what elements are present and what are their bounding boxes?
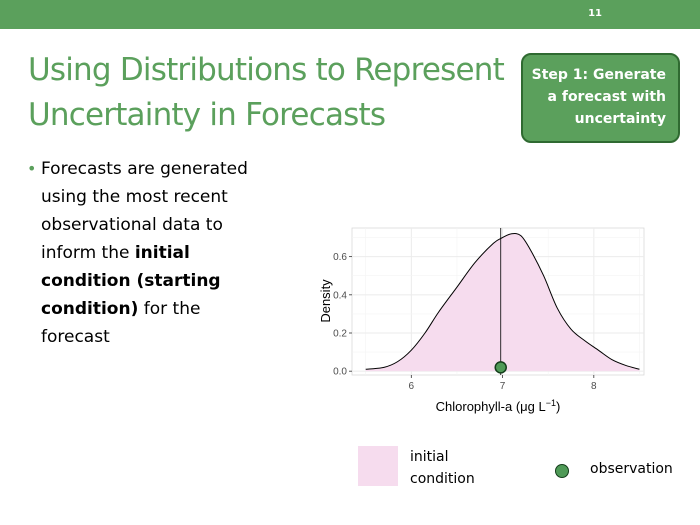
observation-point — [494, 361, 507, 374]
step-callout-line-1: Step 1: Generate — [531, 67, 666, 83]
top-banner — [0, 0, 700, 29]
bullet-dot-icon: • — [27, 159, 37, 178]
y-tick-label: 0.2 — [333, 329, 347, 340]
slide-title-line-1: Using Distributions to Represent — [28, 52, 505, 88]
x-axis-ticks: 6 7 8 — [409, 375, 597, 392]
legend-initial-condition-label: initial condition — [410, 446, 475, 490]
bullet-line: condition) for the — [41, 299, 201, 319]
legend-observation-icon — [555, 464, 569, 478]
bullet-line: using the most recent — [41, 187, 228, 207]
x-tick-label: 8 — [591, 381, 597, 392]
slide-title-line-2: Uncertainty in Forecasts — [28, 97, 386, 133]
step-callout-box: Step 1: Generate a forecast with uncerta… — [521, 53, 680, 143]
legend-label-line-1: initial — [410, 449, 449, 465]
x-axis-label: Chlorophyll-a (μg L−1) — [436, 398, 561, 414]
bullet-line: observational data to — [41, 215, 223, 235]
bullet-line: condition (starting — [41, 271, 221, 291]
slide-number: 11 — [588, 8, 602, 19]
density-chart: 0.0 0.2 0.4 0.6 6 7 8 Density Chlorophyll-a (… — [318, 227, 645, 414]
density-area — [365, 233, 640, 372]
slide-title: Using Distributions to Represent Uncerta… — [28, 48, 528, 138]
bullet-line: forecast — [41, 327, 110, 347]
legend-label-line-2: condition — [410, 471, 475, 487]
y-axis-label: Density — [318, 279, 333, 323]
y-tick-label: 0.0 — [333, 367, 347, 378]
bullet-line: inform the initial — [41, 243, 190, 263]
bullet-line: Forecasts are generated — [41, 159, 248, 179]
legend-initial-condition-swatch — [358, 446, 398, 486]
x-tick-label: 6 — [409, 381, 415, 392]
x-tick-label: 7 — [500, 381, 506, 392]
y-axis-ticks: 0.0 0.2 0.4 0.6 — [333, 252, 352, 378]
y-tick-label: 0.4 — [333, 290, 347, 301]
step-callout-line-2: a forecast with — [547, 89, 666, 105]
step-callout-line-3: uncertainty — [574, 111, 666, 127]
density-curve — [365, 233, 640, 370]
legend-observation-label: observation — [590, 461, 673, 477]
bullet-text: Forecasts are generated using the most r… — [41, 155, 311, 351]
y-tick-label: 0.6 — [333, 252, 347, 263]
